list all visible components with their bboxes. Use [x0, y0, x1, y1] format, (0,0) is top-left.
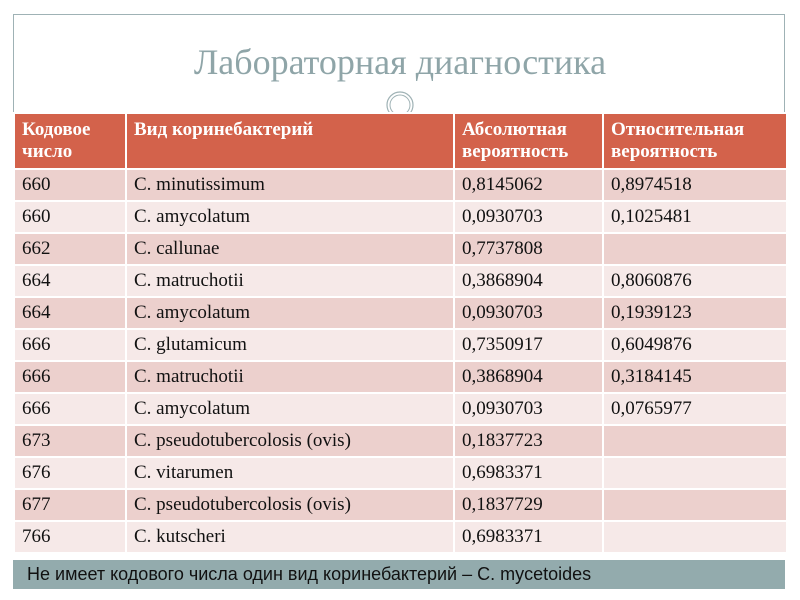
table-header-row: Кодовое число Вид коринебактерий Абсолют…: [13, 112, 788, 170]
cell-absolute: 0,1837723: [453, 424, 604, 458]
cell-code: 666: [13, 328, 127, 362]
cell-species: C. matruchotii: [125, 360, 455, 394]
header-code: Кодовое число: [13, 112, 127, 170]
cell-absolute: 0,7350917: [453, 328, 604, 362]
header-species: Вид коринебактерий: [125, 112, 455, 170]
cell-code: 662: [13, 232, 127, 266]
cell-relative: 0,1025481: [602, 200, 788, 234]
cell-species: C. amycolatum: [125, 296, 455, 330]
cell-code: 677: [13, 488, 127, 522]
table-row: 676 C. vitarumen 0,6983371: [13, 456, 788, 490]
cell-relative: [602, 520, 788, 554]
cell-absolute: 0,6983371: [453, 520, 604, 554]
cell-relative: 0,8060876: [602, 264, 788, 298]
header-relative: Относительная вероятность: [602, 112, 788, 170]
table-row: 666 C. amycolatum 0,0930703 0,0765977: [13, 392, 788, 426]
cell-species: C. glutamicum: [125, 328, 455, 362]
cell-code: 666: [13, 392, 127, 426]
table-row: 660 C. minutissimum 0,8145062 0,8974518: [13, 168, 788, 202]
table-row: 677 C. pseudotubercolosis (ovis) 0,18377…: [13, 488, 788, 522]
cell-species: C. minutissimum: [125, 168, 455, 202]
cell-species: C. amycolatum: [125, 392, 455, 426]
cell-species: C. pseudotubercolosis (ovis): [125, 424, 455, 458]
cell-code: 664: [13, 296, 127, 330]
cell-relative: 0,8974518: [602, 168, 788, 202]
cell-species: C. amycolatum: [125, 200, 455, 234]
table-row: 666 C. matruchotii 0,3868904 0,3184145: [13, 360, 788, 394]
cell-absolute: 0,0930703: [453, 392, 604, 426]
cell-code: 660: [13, 168, 127, 202]
cell-absolute: 0,7737808: [453, 232, 604, 266]
cell-absolute: 0,1837729: [453, 488, 604, 522]
cell-species: C. callunae: [125, 232, 455, 266]
cell-code: 673: [13, 424, 127, 458]
cell-absolute: 0,8145062: [453, 168, 604, 202]
cell-code: 660: [13, 200, 127, 234]
cell-absolute: 0,0930703: [453, 200, 604, 234]
coryneform-table: Кодовое число Вид коринебактерий Абсолют…: [13, 112, 788, 554]
cell-species: C. kutscheri: [125, 520, 455, 554]
cell-relative: 0,6049876: [602, 328, 788, 362]
cell-code: 766: [13, 520, 127, 554]
footnote-bar: Не имеет кодового числа один вид коринеб…: [13, 560, 785, 589]
cell-code: 666: [13, 360, 127, 394]
cell-species: C. matruchotii: [125, 264, 455, 298]
cell-absolute: 0,0930703: [453, 296, 604, 330]
cell-species: C. vitarumen: [125, 456, 455, 490]
slide-title: Лабораторная диагностика: [193, 42, 607, 82]
cell-relative: [602, 488, 788, 522]
header-absolute: Абсолютная вероятность: [453, 112, 604, 170]
cell-relative: 0,0765977: [602, 392, 788, 426]
cell-relative: 0,1939123: [602, 296, 788, 330]
cell-code: 676: [13, 456, 127, 490]
table-row: 673 C. pseudotubercolosis (ovis) 0,18377…: [13, 424, 788, 458]
cell-absolute: 0,3868904: [453, 264, 604, 298]
table-row: 664 C. matruchotii 0,3868904 0,8060876: [13, 264, 788, 298]
table-row: 766 C. kutscheri 0,6983371: [13, 520, 788, 554]
cell-relative: 0,3184145: [602, 360, 788, 394]
cell-absolute: 0,6983371: [453, 456, 604, 490]
cell-relative: [602, 424, 788, 458]
table-row: 666 C. glutamicum 0,7350917 0,6049876: [13, 328, 788, 362]
table-row: 660 C. amycolatum 0,0930703 0,1025481: [13, 200, 788, 234]
cell-absolute: 0,3868904: [453, 360, 604, 394]
cell-relative: [602, 456, 788, 490]
table-row: 664 C. amycolatum 0,0930703 0,1939123: [13, 296, 788, 330]
cell-code: 664: [13, 264, 127, 298]
cell-relative: [602, 232, 788, 266]
cell-species: C. pseudotubercolosis (ovis): [125, 488, 455, 522]
table-row: 662 C. callunae 0,7737808: [13, 232, 788, 266]
